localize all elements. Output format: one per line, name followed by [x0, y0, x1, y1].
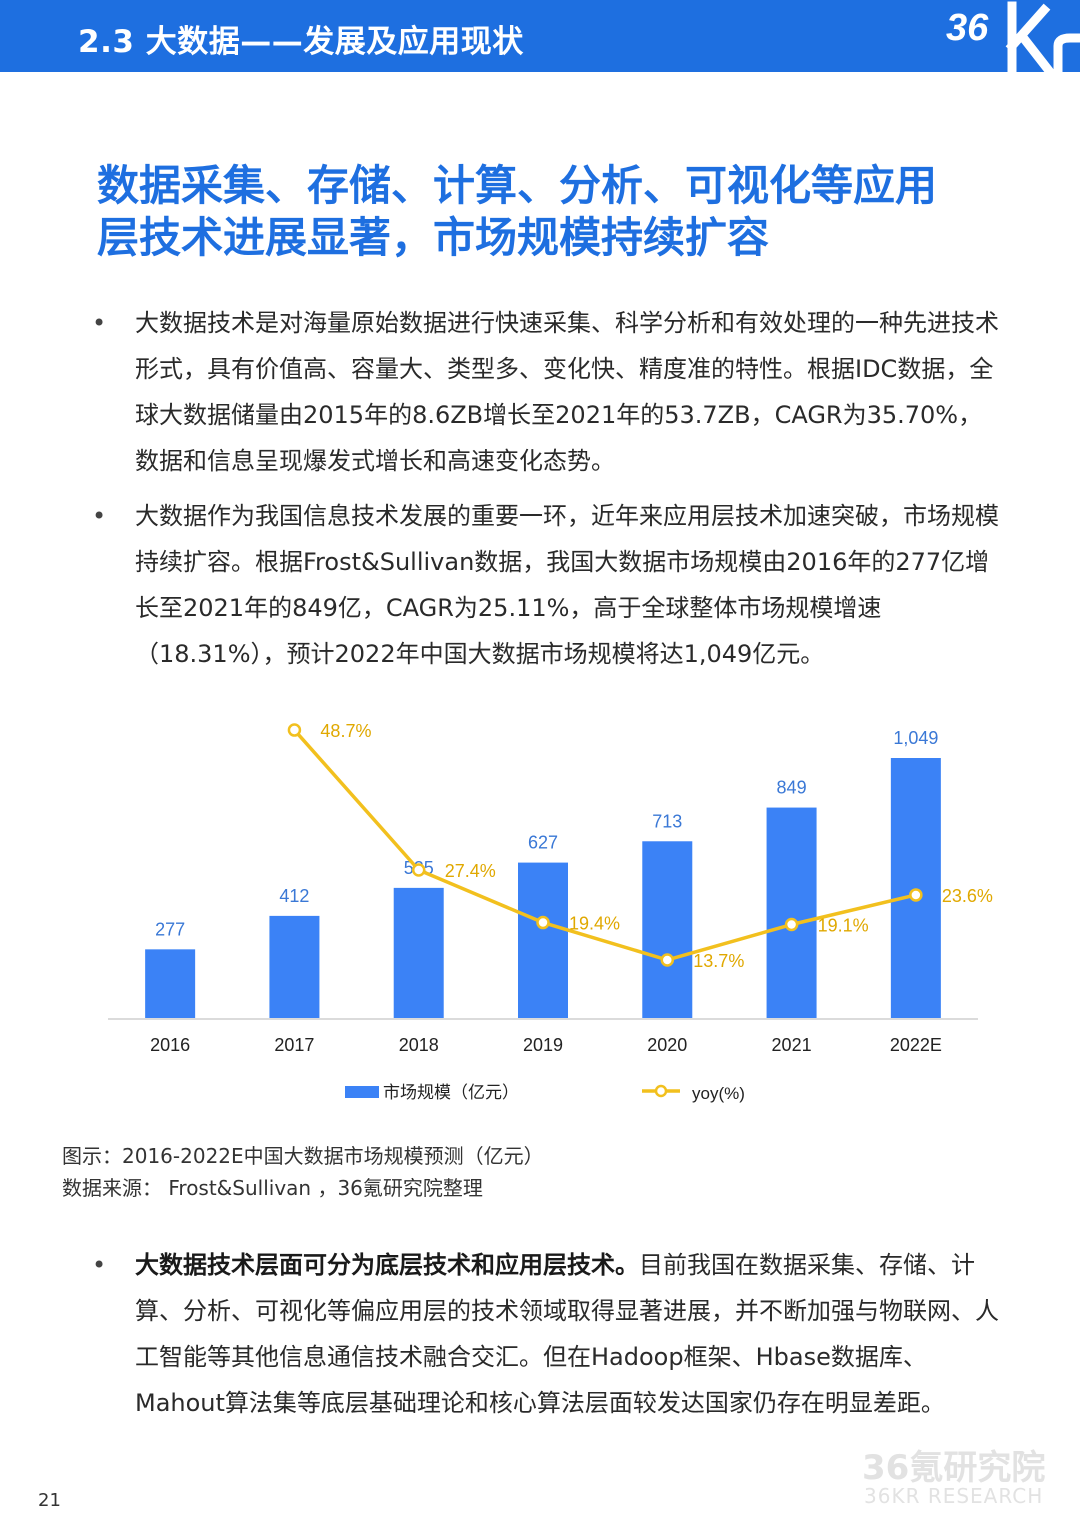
legend-bar-swatch — [345, 1086, 379, 1098]
section-title: 2.3 大数据——发展及应用现状 — [78, 24, 524, 60]
x-tick-label: 2020 — [647, 1035, 687, 1055]
figure-caption-source: 数据来源： Frost&Sullivan ，36氪研究院整理 — [62, 1176, 483, 1200]
figure-caption-title: 图示：2016-2022E中国大数据市场规模预测（亿元） — [62, 1144, 544, 1168]
page-headline: 数据采集、存储、计算、分析、可视化等应用 层技术进展显著，市场规模持续扩容 — [97, 160, 997, 264]
bullet-item: • 大数据技术层面可分为底层技术和应用层技术。目前我国在数据采集、存储、计算、分… — [90, 1242, 1000, 1426]
bar-market-size — [393, 887, 444, 1018]
legend-bar-label: 市场规模（亿元） — [383, 1083, 519, 1102]
header-bar: 2.3 大数据——发展及应用现状 36 — [0, 0, 1080, 72]
bar-market-size — [642, 841, 693, 1018]
intro-bullet-list: • 大数据技术是对海量原始数据进行快速采集、科学分析和有效处理的一种先进技术形式… — [90, 300, 1000, 677]
yoy-value-label: 19.1% — [818, 916, 869, 936]
bar-market-size — [766, 807, 817, 1018]
bar-value-label: 277 — [155, 919, 185, 939]
headline-line-2: 层技术进展显著，市场规模持续扩容 — [97, 213, 770, 262]
bullet-marker: • — [92, 502, 107, 530]
yoy-point — [287, 723, 302, 737]
bullet-marker: • — [92, 1251, 107, 1279]
yoy-point — [909, 888, 923, 902]
bullet-text: 大数据作为我国信息技术发展的重要一环，近年来应用层技术加速突破，市场规模持续扩容… — [135, 502, 999, 668]
figure-caption: 图示：2016-2022E中国大数据市场规模预测（亿元） 数据来源： Frost… — [62, 1140, 544, 1204]
bar-value-label: 412 — [279, 886, 309, 906]
yoy-point — [411, 863, 426, 877]
bar-value-label: 713 — [652, 811, 682, 831]
yoy-point — [784, 917, 799, 932]
bar-market-size — [145, 949, 196, 1018]
bar-market-size — [269, 915, 320, 1018]
bullet-text: 大数据技术是对海量原始数据进行快速采集、科学分析和有效处理的一种先进技术形式，具… — [135, 309, 999, 475]
bullet-item: • 大数据技术是对海量原始数据进行快速采集、科学分析和有效处理的一种先进技术形式… — [90, 300, 1000, 484]
market-size-chart: 2774125256277138491,04920162017201820192… — [108, 721, 993, 1103]
yoy-value-label: 27.4% — [445, 861, 496, 881]
bar-value-label: 1,049 — [893, 728, 938, 748]
yoy-value-label: 13.7% — [693, 951, 744, 971]
bullet-item: • 大数据作为我国信息技术发展的重要一环，近年来应用层技术加速突破，市场规模持续… — [90, 493, 1000, 677]
yoy-point — [660, 953, 675, 967]
legend-line-label: yoy(%) — [692, 1084, 745, 1103]
watermark-chinese: 36氪研究院 — [862, 1448, 1046, 1488]
x-tick-label: 2018 — [399, 1035, 439, 1055]
yoy-point — [536, 915, 550, 930]
headline-line-1: 数据采集、存储、计算、分析、可视化等应用 — [97, 161, 938, 210]
x-tick-label: 2016 — [150, 1035, 190, 1055]
technology-bullet-list: • 大数据技术层面可分为底层技术和应用层技术。目前我国在数据采集、存储、计算、分… — [90, 1242, 1000, 1426]
yoy-value-label: 23.6% — [942, 886, 993, 906]
x-tick-label: 2022E — [890, 1035, 942, 1055]
bar-market-size — [518, 862, 568, 1018]
bullet-bold-lead: 大数据技术层面可分为底层技术和应用层技术。 — [135, 1251, 639, 1279]
bar-market-size — [890, 758, 941, 1018]
bullet-text: 目前我国在数据采集、存储、计算、分析、可视化等偏应用层的技术领域取得显著进展，并… — [135, 1251, 999, 1417]
bullet-marker: • — [92, 309, 107, 337]
page-number: 21 — [38, 1490, 61, 1511]
watermark-english: 36KR RESEARCH — [864, 1484, 1044, 1508]
legend-line-marker — [654, 1084, 668, 1098]
yoy-line — [293, 728, 917, 962]
yoy-value-label: 19.4% — [569, 914, 620, 934]
bar-value-label: 627 — [528, 833, 558, 853]
x-tick-label: 2017 — [274, 1035, 314, 1055]
x-tick-label: 2019 — [523, 1035, 563, 1055]
yoy-value-label: 48.7% — [320, 721, 371, 741]
bar-value-label: 849 — [777, 778, 807, 798]
x-tick-label: 2021 — [772, 1035, 812, 1055]
svg-text:36: 36 — [946, 7, 989, 49]
36kr-logo: 36 — [946, 1, 1080, 72]
